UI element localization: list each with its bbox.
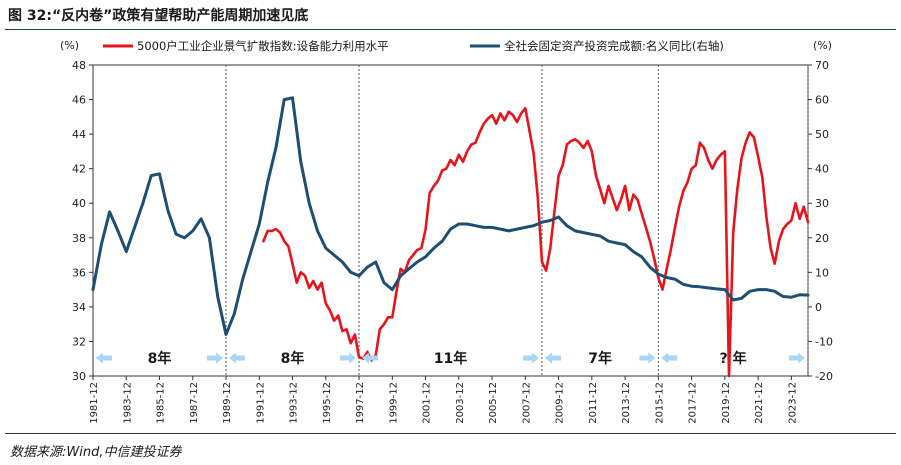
cycle-length-label: 8年 [281, 350, 305, 367]
left-axis-tick-label: 44 [72, 128, 86, 141]
x-axis-tick-label: 2001-12 [422, 382, 433, 424]
data-source-note: 数据来源:Wind,中信建投证券 [10, 445, 182, 460]
cycle-arrow-right [789, 352, 805, 364]
x-axis-tick-label: 1983-12 [122, 382, 133, 424]
x-axis-tick-label: 2015-12 [654, 382, 665, 424]
x-axis-tick-label: 1985-12 [156, 382, 167, 424]
left-axis-tick-label: 36 [72, 266, 86, 279]
cycle-arrow-left [661, 352, 678, 364]
bottom-rule [5, 433, 896, 434]
figure-title: 图 32:“反内卷”政策有望帮助产能周期加速见底 [8, 8, 309, 24]
legend: 5000户工业企业景气扩散指数:设备能力利用水平 全社会固定资产投资完成额:名义同… [103, 39, 724, 53]
right-axis-tick-label: 40 [815, 163, 829, 176]
cycle-length-label: 8年 [148, 350, 172, 367]
left-axis-tick-label: 42 [72, 163, 86, 176]
right-axis-tick-label: 30 [815, 197, 829, 210]
cycle-arrow-right [639, 352, 656, 364]
right-axis-tick-label: 50 [815, 128, 829, 141]
cycle-arrow-left [362, 352, 379, 364]
left-axis-unit: (%) [60, 39, 79, 52]
x-axis-tick-label: 2011-12 [588, 382, 599, 424]
cycle-arrow-right [340, 352, 357, 364]
x-axis-tick-label: 1993-12 [289, 382, 300, 424]
left-axis-tick-label: 38 [72, 232, 86, 245]
left-axis-tick-label: 40 [72, 197, 86, 210]
cycle-arrow-left [96, 352, 112, 364]
x-axis-tick-label: 2009-12 [555, 382, 566, 424]
left-axis-tick-label: 34 [72, 301, 86, 314]
cycle-arrow-right [207, 352, 224, 364]
cycle-length-label: 7年 [588, 350, 612, 367]
x-axis-tick-label: 1999-12 [388, 382, 399, 424]
x-axis-tick-label: 2003-12 [455, 382, 466, 424]
x-axis-tick-label: 1995-12 [322, 382, 333, 424]
top-rule [5, 29, 896, 30]
left-axis-tick-label: 46 [72, 94, 86, 107]
capacity-utilization-line [262, 106, 810, 378]
x-axis-tick-label: 2021-12 [754, 382, 765, 424]
right-axis-tick-label: 60 [815, 94, 829, 107]
legend-label-capacity: 5000户工业企业景气扩散指数:设备能力利用水平 [137, 39, 389, 53]
x-axis-tick-label: 1989-12 [222, 382, 233, 424]
left-axis-tick-label: 48 [72, 59, 86, 72]
axes: 30 32 34 36 38 40 42 44 46 48 -20 -10 0 10 20 30 40 50 60 7… [60, 39, 833, 424]
x-axis-tick-label: 2013-12 [621, 382, 632, 424]
fixed-asset-investment-line [91, 96, 810, 336]
series-lines [91, 96, 810, 378]
x-axis-tick-label: 1987-12 [189, 382, 200, 424]
right-axis-tick-label: -10 [815, 335, 833, 348]
right-axis-tick-label: 0 [815, 301, 822, 314]
x-axis-tick-label: 2017-12 [688, 382, 699, 424]
cycle-length-label: 11年 [434, 350, 467, 367]
right-axis-tick-label: 20 [815, 232, 829, 245]
x-axis-tick-label: 1997-12 [355, 382, 366, 424]
right-axis-tick-label: -20 [815, 370, 833, 383]
cycle-length-label: ? 年 [720, 350, 747, 367]
cycle-arrow-left [229, 352, 246, 364]
left-axis-tick-label: 30 [72, 370, 86, 383]
x-axis-tick-label: 1991-12 [255, 382, 266, 424]
x-axis-tick-label: 2023-12 [787, 382, 798, 424]
cycle-arrow-right [522, 352, 539, 364]
x-axis-tick-label: 2019-12 [721, 382, 732, 424]
right-axis-tick-label: 70 [815, 59, 829, 72]
x-axis-tick-label: 2005-12 [488, 382, 499, 424]
right-axis-unit: (%) [813, 39, 832, 52]
x-axis-tick-label: 1981-12 [89, 382, 100, 424]
left-axis-tick-label: 32 [72, 335, 86, 348]
legend-label-investment: 全社会固定资产投资完成额:名义同比(右轴) [504, 39, 724, 53]
cycle-arrow-left [544, 352, 561, 364]
chart-svg: 30 32 34 36 38 40 42 44 46 48 -20 -10 0 10 20 30 40 50 60 7… [60, 39, 833, 424]
right-axis-tick-label: 10 [815, 266, 829, 279]
x-axis-tick-label: 2007-12 [521, 382, 532, 424]
cycle-labels: 8年 8年 11年 7年 ? 年 [96, 350, 805, 367]
